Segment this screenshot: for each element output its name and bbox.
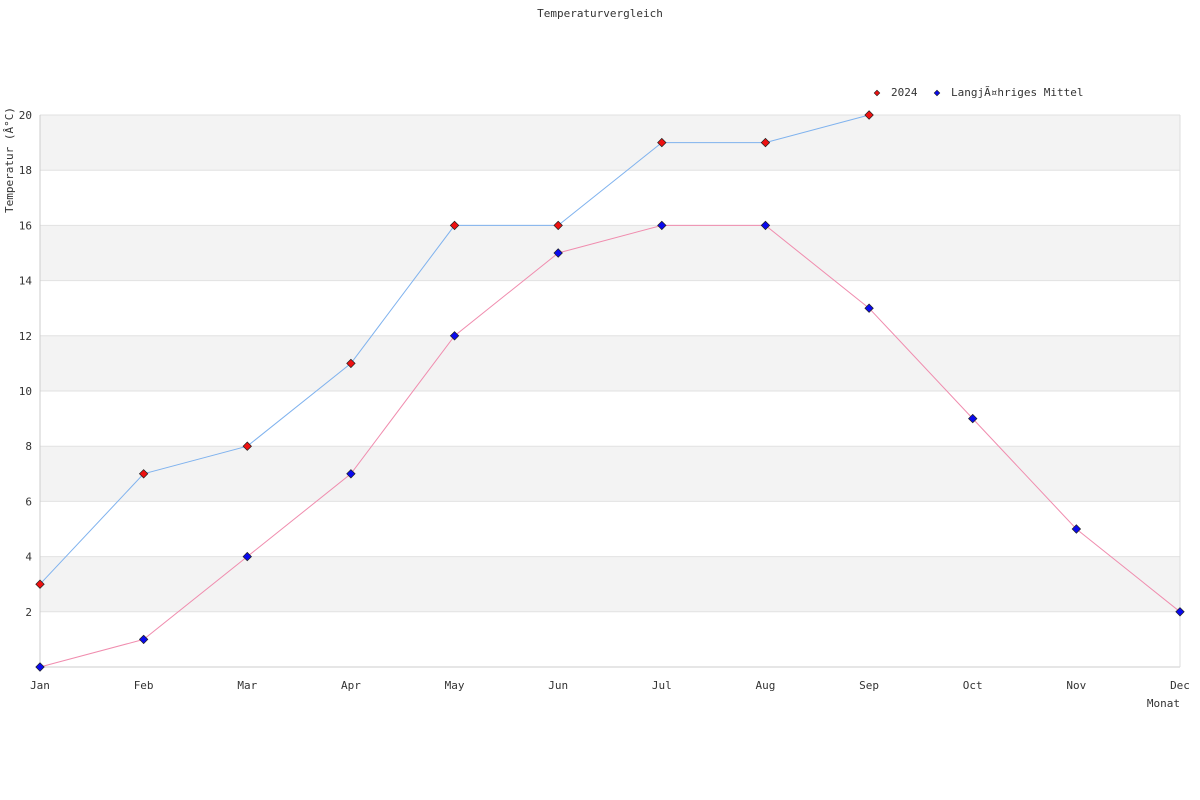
y-tick-label: 12 <box>19 330 32 343</box>
x-tick-label: Aug <box>756 679 776 692</box>
gridlines <box>40 114 1180 613</box>
grid-band <box>40 225 1180 281</box>
x-tick-label: Mar <box>237 679 257 692</box>
x-tick-label: Oct <box>963 679 983 692</box>
x-tick-label: Sep <box>859 679 879 692</box>
data-point <box>968 413 978 424</box>
data-point <box>864 303 874 313</box>
x-tick-label: Jun <box>548 679 568 692</box>
data-point <box>138 634 149 645</box>
legend-label-longterm-mean: LangjÃ¤hriges Mittel <box>951 86 1083 99</box>
data-point <box>657 220 667 231</box>
data-point <box>449 220 460 231</box>
data-point <box>553 220 563 231</box>
data-point <box>138 469 149 479</box>
y-tick-label: 20 <box>19 109 32 122</box>
chart-title: Temperaturvergleich <box>537 7 663 20</box>
grid-band <box>40 446 1180 502</box>
x-tick-label: Jul <box>652 679 672 692</box>
series-points <box>35 110 1185 672</box>
legend-marker-longterm-mean <box>933 89 941 97</box>
y-tick-label: 14 <box>19 275 33 288</box>
data-point <box>346 358 356 369</box>
data-point <box>553 248 563 258</box>
x-tick-label: Nov <box>1066 679 1086 692</box>
y-tick-label: 18 <box>19 164 32 177</box>
x-tick-label: Jan <box>30 679 50 692</box>
data-point <box>864 110 874 120</box>
grid-band <box>40 115 1180 171</box>
y-tick-label: 2 <box>25 606 32 619</box>
legend-marker-2024 <box>873 89 881 97</box>
grid-band <box>40 556 1180 612</box>
grid-band <box>40 335 1180 391</box>
data-point <box>1071 524 1082 534</box>
x-tick-label: May <box>445 679 465 692</box>
x-tick-label: Dec <box>1170 679 1190 692</box>
data-point <box>35 662 45 672</box>
data-point <box>346 469 356 479</box>
x-axis-label: Monat <box>1147 697 1180 710</box>
y-tick-labels: 2 4 6 8 10 12 14 16 18 20 <box>19 109 33 619</box>
data-point <box>760 137 771 148</box>
data-point <box>449 331 460 341</box>
data-point <box>1175 607 1185 617</box>
legend-label-2024: 2024 <box>891 86 918 99</box>
x-tick-label: Apr <box>341 679 361 692</box>
legend-item-longterm-mean: LangjÃ¤hriges Mittel <box>933 86 1083 99</box>
data-point <box>242 441 252 451</box>
grid-bands <box>40 115 1180 612</box>
y-tick-label: 8 <box>25 440 32 453</box>
y-tick-label: 10 <box>19 385 32 398</box>
data-point <box>760 220 771 231</box>
data-point <box>35 579 45 589</box>
legend: 2024 LangjÃ¤hriges Mittel <box>873 86 1083 99</box>
y-tick-label: 6 <box>25 495 32 508</box>
data-point <box>657 137 667 148</box>
x-tick-labels: Jan Feb Mar Apr May Jun Jul Aug Sep Oct Nov Dec <box>30 679 1190 692</box>
data-point <box>242 551 252 562</box>
y-tick-label: 4 <box>25 551 32 564</box>
series-line-1 <box>39 224 1181 668</box>
x-tick-label: Feb <box>134 679 154 692</box>
legend-item-2024: 2024 <box>873 86 918 99</box>
y-axis-label: Temperatur (Â°C) <box>3 107 16 213</box>
y-tick-label: 16 <box>19 219 32 232</box>
